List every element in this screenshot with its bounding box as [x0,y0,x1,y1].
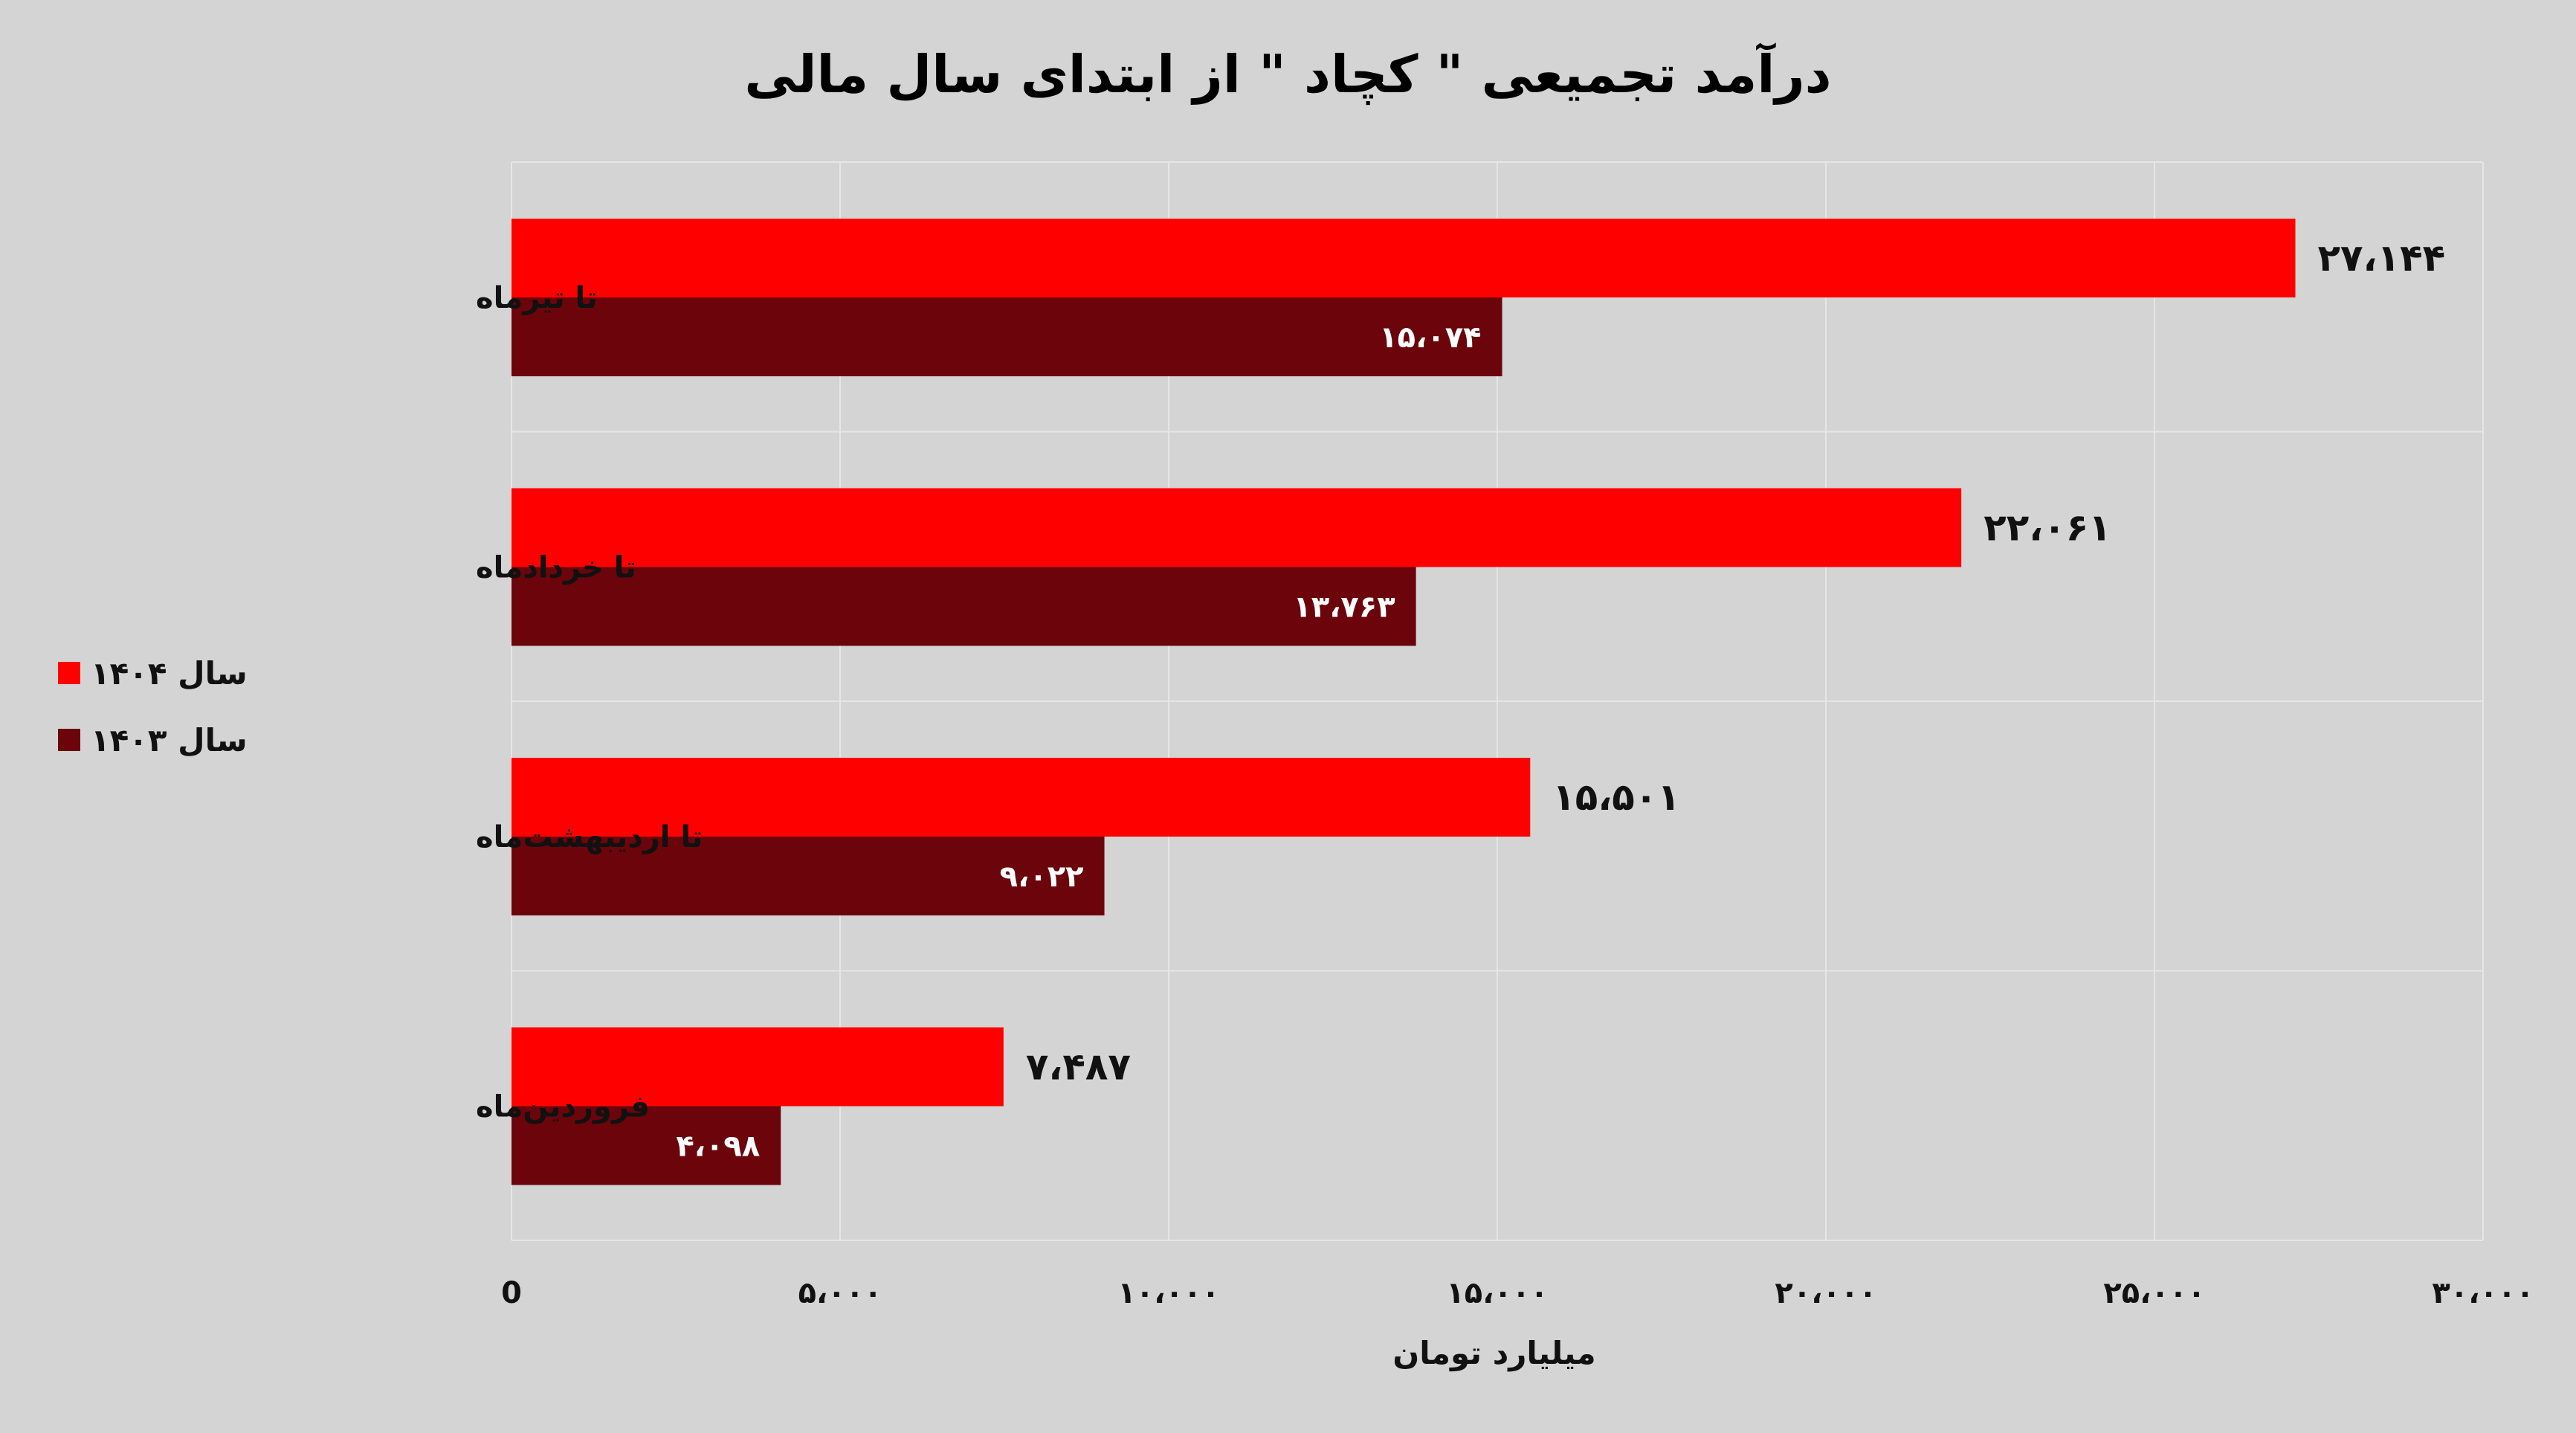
value-label-s1-c1: ۱۳،۷۶۳ [1293,590,1395,625]
bar-s1-c0 [511,297,1502,376]
legend-label-1404: سال ۱۴۰۴ [91,654,248,692]
bar-s0-c0 [511,219,2296,297]
value-label-s0-c0: ۲۷،۱۴۴ [2318,236,2446,280]
value-label-s0-c2: ۱۵،۵۰۱ [1552,776,1680,819]
value-label-s1-c0: ۱۵،۰۷۴ [1379,321,1481,355]
bar-s1-c2 [511,837,1105,915]
value-label-s1-c3: ۴،۰۹۸ [676,1130,760,1164]
category-label-3: فروردین‌ماه [476,1090,650,1124]
legend-label-1403: سال ۱۴۰۳ [91,721,248,759]
value-label-s1-c2: ۹،۰۲۲ [1000,860,1084,894]
bars [511,219,2296,1185]
bar-s0-c3 [511,1027,1004,1107]
legend-item-1404: سال ۱۴۰۴ [58,640,248,706]
x-tick-label-5: ۲۵،۰۰۰ [2103,1276,2205,1310]
legend-item-1403: سال ۱۴۰۳ [58,706,248,773]
value-label-s0-c1: ۲۲،۰۶۱ [1983,506,2111,550]
bar-s1-c1 [511,567,1416,646]
legend: سال ۱۴۰۴ سال ۱۴۰۳ [58,640,248,773]
x-tick-label-4: ۲۰،۰۰۰ [1775,1276,1876,1310]
bar-s1-c3 [511,1106,781,1185]
x-tick-label-3: ۱۵،۰۰۰ [1446,1276,1548,1310]
chart-title: درآمد تجمیعی " کچاد " از ابتدای سال مالی [744,44,1832,105]
x-axis-title: میلیارد تومان [1392,1335,1596,1371]
category-label-2: تا اردیبهشت‌ماه [476,820,703,854]
legend-swatch-1404 [58,662,80,684]
category-label-1: تا خردادماه [476,551,636,585]
bar-s0-c1 [511,488,1962,567]
x-tick-label-1: ۵،۰۰۰ [798,1276,882,1310]
category-label-0: تا تیرماه [476,281,598,315]
x-tick-label-6: ۳۰،۰۰۰ [2432,1276,2534,1310]
labels: 0 ۵،۰۰۰ ۱۰،۰۰۰ ۱۵،۰۰۰ ۲۰،۰۰۰ ۲۵،۰۰۰ ۳۰،۰۰۰ تا ت… [476,236,2534,1310]
value-label-s0-c3: ۷،۴۸۷ [1026,1046,1131,1089]
x-tick-label-2: ۱۰،۰۰۰ [1117,1276,1219,1310]
x-tick-label-0: 0 [501,1276,522,1310]
bar-s0-c2 [511,758,1531,837]
legend-swatch-1403 [58,729,80,751]
